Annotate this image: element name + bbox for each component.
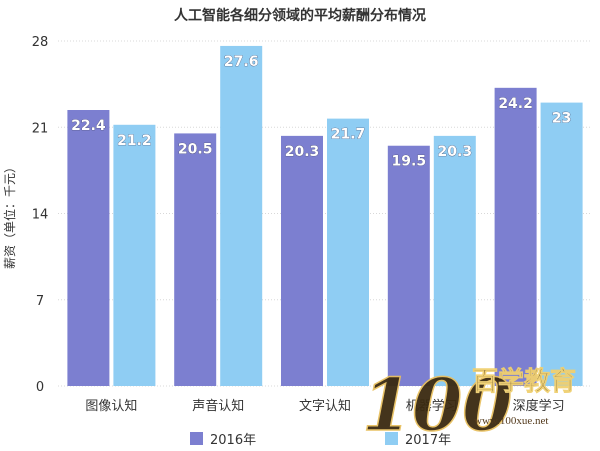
bar	[433, 135, 476, 386]
y-tick-label: 28	[32, 35, 49, 50]
data-label: 23	[552, 111, 571, 127]
watermark-brand: 百学教育	[472, 366, 576, 397]
bar	[327, 118, 369, 386]
chart-title: 人工智能各细分领域的平均薪酬分布情况	[174, 7, 426, 24]
bar	[220, 45, 263, 387]
category-labels: 图像认知 声音认知 文字认知 机器学习 深度学习	[85, 398, 564, 414]
data-label: 24.2	[498, 96, 533, 112]
bars	[67, 45, 583, 387]
watermark-url: www.100xue.net	[474, 415, 548, 427]
category-label: 机器学习	[406, 398, 458, 414]
bar	[540, 102, 583, 386]
y-tick-label: 0	[36, 380, 44, 395]
legend: 2016年 2017年	[190, 432, 451, 448]
data-label: 21.2	[117, 133, 152, 149]
y-tick-label: 21	[32, 121, 49, 136]
data-label: 20.5	[178, 141, 213, 157]
y-tick-label: 7	[36, 294, 44, 309]
y-axis-label: 薪资（单位：千元）	[2, 161, 17, 269]
bar	[113, 124, 156, 387]
data-label: 22.4	[71, 118, 106, 134]
category-label: 声音认知	[192, 398, 244, 414]
bar	[174, 133, 217, 386]
category-label: 图像认知	[85, 398, 137, 414]
legend-label: 2016年	[210, 433, 256, 448]
bar	[67, 110, 110, 386]
category-label: 文字认知	[299, 398, 351, 414]
y-tick-labels: 0 7 14 21 28	[32, 35, 49, 395]
data-label: 19.5	[392, 154, 427, 170]
data-labels: 22.4 21.2 20.5 27.6 20.3 21.7 19.5 20.3 24.2 23	[71, 54, 572, 170]
watermark-logo: 100 百学教育 www.100xue.net	[361, 361, 576, 448]
data-label: 20.3	[285, 144, 320, 160]
data-label: 21.7	[331, 127, 366, 143]
bar	[281, 135, 323, 386]
legend-label: 2017年	[405, 433, 451, 448]
bar	[494, 87, 537, 387]
legend-swatch	[385, 432, 398, 445]
bar	[387, 145, 430, 386]
data-label: 27.6	[224, 54, 259, 70]
watermark-number: 100	[362, 362, 512, 447]
category-label: 深度学习	[513, 398, 565, 414]
data-label: 20.3	[438, 144, 473, 160]
y-tick-label: 14	[32, 208, 49, 223]
legend-swatch	[190, 432, 203, 445]
